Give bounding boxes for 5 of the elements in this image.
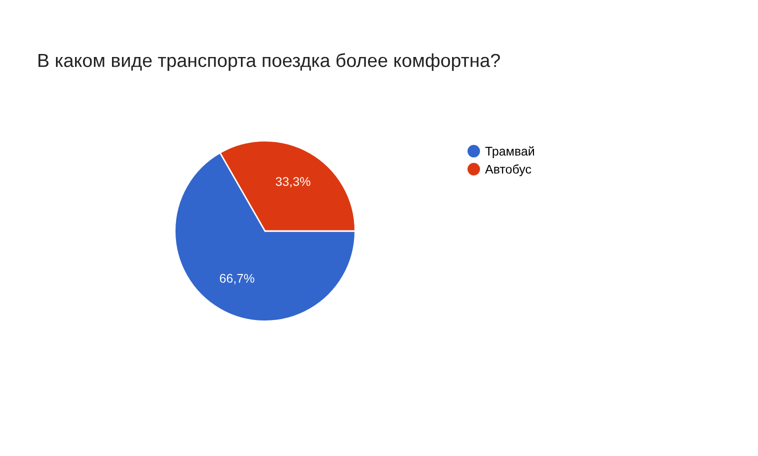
data-label: 33,3% [276, 177, 310, 188]
data-label: 66,7% [220, 274, 254, 284]
chart-title: В каком виде транспорта поездка более комфортна? [38, 53, 500, 71]
legend-label: Автобус [485, 164, 532, 176]
legend-label: Трамвай [485, 146, 534, 158]
